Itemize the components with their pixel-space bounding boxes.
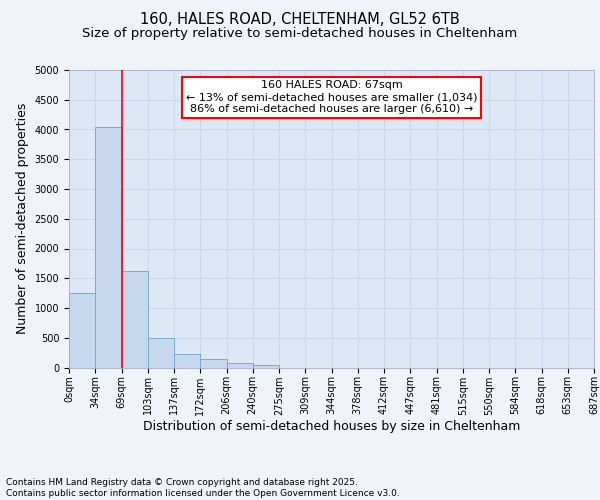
Y-axis label: Number of semi-detached properties: Number of semi-detached properties [16,103,29,334]
Text: 160, HALES ROAD, CHELTENHAM, GL52 6TB: 160, HALES ROAD, CHELTENHAM, GL52 6TB [140,12,460,28]
Text: Size of property relative to semi-detached houses in Cheltenham: Size of property relative to semi-detach… [82,28,518,40]
Bar [121,270,148,368]
Bar [253,364,279,368]
Bar [200,359,227,368]
Bar [148,338,174,368]
X-axis label: Distribution of semi-detached houses by size in Cheltenham: Distribution of semi-detached houses by … [143,420,520,433]
Bar [95,126,121,368]
Text: Contains HM Land Registry data © Crown copyright and database right 2025.
Contai: Contains HM Land Registry data © Crown c… [6,478,400,498]
Bar [69,293,95,368]
Bar [174,354,200,368]
Text: 160 HALES ROAD: 67sqm
← 13% of semi-detached houses are smaller (1,034)
86% of s: 160 HALES ROAD: 67sqm ← 13% of semi-deta… [186,80,477,114]
Bar [227,362,253,368]
